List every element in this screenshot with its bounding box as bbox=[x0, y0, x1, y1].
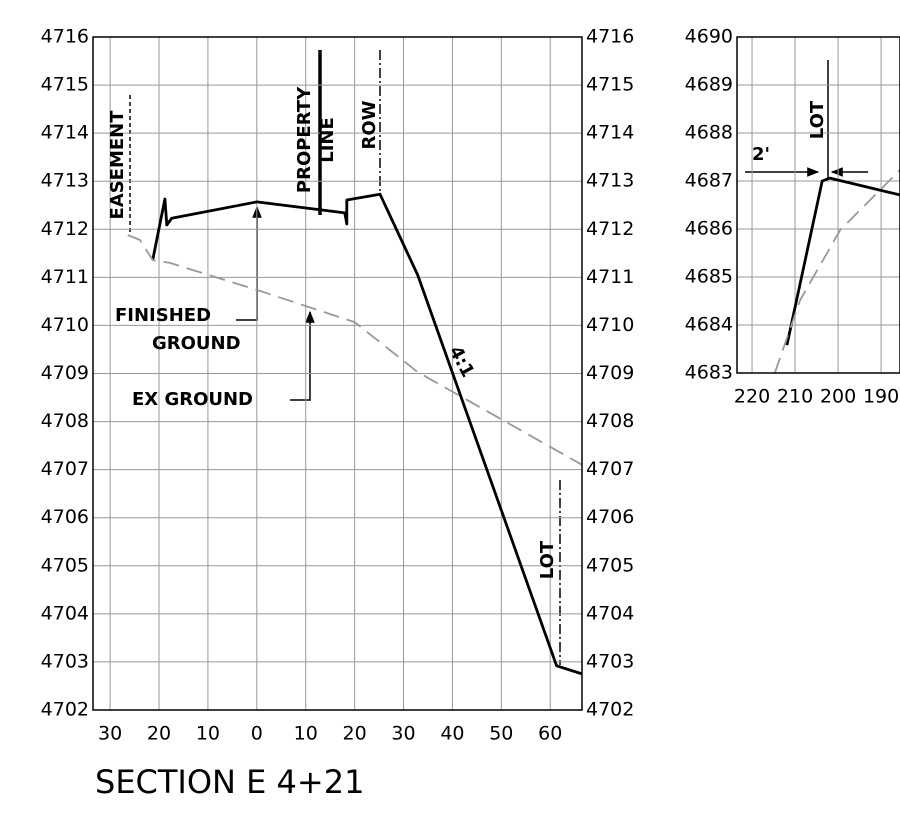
y-tick-label: 4688 bbox=[685, 122, 733, 144]
x-tick-label: 190 bbox=[863, 386, 899, 408]
finished-leader bbox=[236, 205, 262, 321]
annotation: ROW bbox=[359, 100, 380, 149]
x-tick-label: 220 bbox=[734, 386, 770, 408]
annotation: 2' bbox=[752, 144, 770, 165]
x-tick-label: 10 bbox=[294, 723, 318, 745]
plot-frame bbox=[92, 36, 583, 711]
y2-tick-label: 4707 bbox=[586, 458, 634, 480]
x-tick-label: 0 bbox=[251, 723, 263, 745]
y2-tick-label: 4704 bbox=[586, 602, 634, 624]
y-tick-label: 4709 bbox=[41, 362, 89, 384]
x-tick-label: 40 bbox=[440, 723, 464, 745]
y-tick-label: 4702 bbox=[41, 699, 89, 721]
annotation: LOT bbox=[537, 540, 558, 579]
y2-tick-label: 4713 bbox=[586, 170, 634, 192]
plot-area bbox=[93, 37, 582, 710]
x-tick-label: 210 bbox=[777, 386, 813, 408]
ground-line bbox=[127, 234, 582, 466]
annotation: EASEMENT bbox=[107, 110, 128, 220]
x-tick-label: 30 bbox=[98, 723, 122, 745]
annotation: GROUND bbox=[152, 333, 241, 354]
x-tick-label: 200 bbox=[820, 386, 856, 408]
x-tick-label: 30 bbox=[391, 723, 415, 745]
y2-tick-label: 4703 bbox=[586, 650, 634, 672]
x-tick-label: 60 bbox=[538, 723, 562, 745]
y2-tick-label: 4714 bbox=[586, 122, 634, 144]
y2-tick-label: 4708 bbox=[586, 410, 634, 432]
x-tick-label: 20 bbox=[147, 723, 171, 745]
annotation: PROPERTY bbox=[294, 86, 315, 193]
y-tick-label: 4690 bbox=[685, 26, 733, 48]
annotation: LINE bbox=[317, 117, 338, 163]
y-tick-label: 4703 bbox=[41, 650, 89, 672]
y2-tick-label: 4716 bbox=[586, 26, 634, 48]
y-tick-label: 4684 bbox=[685, 314, 733, 336]
x-tick-label: 20 bbox=[343, 723, 367, 745]
plot-frame bbox=[736, 36, 900, 374]
y-tick-label: 4687 bbox=[685, 170, 733, 192]
y-tick-label: 4685 bbox=[685, 266, 733, 288]
y-tick-label: 4689 bbox=[685, 74, 733, 96]
plot-area bbox=[737, 37, 900, 373]
y2-tick-label: 4705 bbox=[586, 554, 634, 576]
annotation: EX GROUND bbox=[132, 389, 253, 410]
y-tick-label: 4713 bbox=[41, 170, 89, 192]
leaders bbox=[129, 50, 868, 665]
annotation: FINISHED bbox=[115, 305, 211, 326]
y-tick-label: 4715 bbox=[41, 74, 89, 96]
y2-tick-label: 4715 bbox=[586, 74, 634, 96]
y-tick-label: 4711 bbox=[41, 266, 89, 288]
y2-tick-label: 4710 bbox=[586, 314, 634, 336]
ground-line bbox=[785, 176, 900, 346]
y2-tick-label: 4711 bbox=[586, 266, 634, 288]
y2-tick-label: 4702 bbox=[586, 699, 634, 721]
chart-title: SECTION E 4+21 bbox=[95, 763, 364, 801]
y-tick-label: 4712 bbox=[41, 218, 89, 240]
ground-line bbox=[151, 192, 582, 676]
ground-line bbox=[773, 169, 900, 373]
annotation: LOT bbox=[807, 100, 828, 139]
y-tick-label: 4683 bbox=[685, 362, 733, 384]
y2-tick-label: 4706 bbox=[586, 506, 634, 528]
y-tick-label: 4710 bbox=[41, 314, 89, 336]
y-tick-label: 4686 bbox=[685, 218, 733, 240]
y-tick-label: 4714 bbox=[41, 122, 89, 144]
ex-leader bbox=[290, 310, 315, 401]
y2-tick-label: 4709 bbox=[586, 362, 634, 384]
y-tick-label: 4707 bbox=[41, 458, 89, 480]
x-tick-label: 50 bbox=[489, 723, 513, 745]
x-tick-label: 10 bbox=[196, 723, 220, 745]
y-tick-label: 4706 bbox=[41, 506, 89, 528]
y-tick-label: 4704 bbox=[41, 602, 89, 624]
y-tick-label: 4716 bbox=[41, 26, 89, 48]
y-tick-label: 4705 bbox=[41, 554, 89, 576]
y-tick-label: 4708 bbox=[41, 410, 89, 432]
y2-tick-label: 4712 bbox=[586, 218, 634, 240]
annotation: 4:1 bbox=[445, 343, 479, 381]
